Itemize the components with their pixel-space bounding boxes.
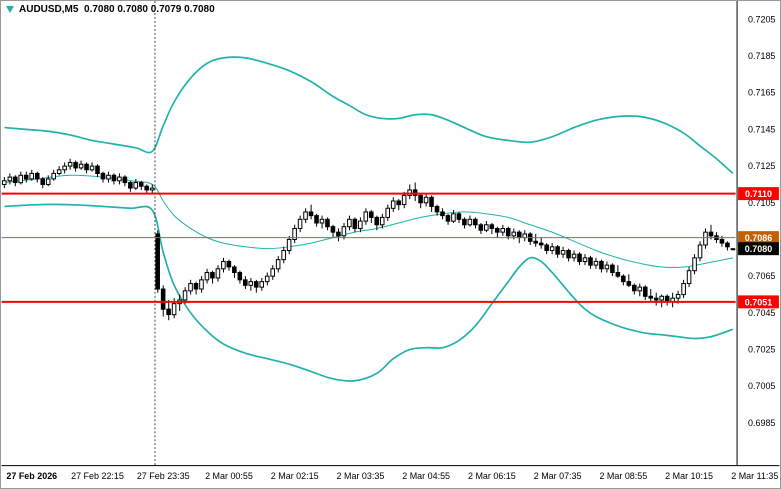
level-price-tag xyxy=(738,231,779,245)
svg-text:0.7145: 0.7145 xyxy=(748,124,775,134)
svg-text:27 Feb 22:15: 27 Feb 22:15 xyxy=(71,471,124,481)
svg-text:2 Mar 11:35: 2 Mar 11:35 xyxy=(731,471,778,481)
current-price-tag xyxy=(738,242,779,256)
svg-text:27 Feb 2026: 27 Feb 2026 xyxy=(6,471,57,481)
level-price-tag xyxy=(738,187,779,201)
svg-text:0.7185: 0.7185 xyxy=(748,51,775,61)
svg-text:2 Mar 02:15: 2 Mar 02:15 xyxy=(271,471,319,481)
svg-text:2 Mar 03:35: 2 Mar 03:35 xyxy=(337,471,385,481)
candlesticks xyxy=(1,158,736,321)
svg-text:0.7065: 0.7065 xyxy=(748,271,775,281)
chart-title: AUDUSD,M5 0.7080 0.7080 0.7079 0.7080 xyxy=(6,4,215,15)
price-tags: 0.7110 0.7086 0.7051 0.7080 xyxy=(738,187,779,309)
svg-text:0.7080: 0.7080 xyxy=(745,244,772,254)
svg-text:27 Feb 23:35: 27 Feb 23:35 xyxy=(137,471,190,481)
svg-text:0.7086: 0.7086 xyxy=(745,233,772,243)
svg-text:2 Mar 10:15: 2 Mar 10:15 xyxy=(665,471,713,481)
svg-text:0.7005: 0.7005 xyxy=(748,381,775,391)
svg-text:2 Mar 06:15: 2 Mar 06:15 xyxy=(468,471,516,481)
time-axis[interactable]: 27 Feb 2026 27 Feb 22:15 27 Feb 23:35 2 Mar… xyxy=(6,471,778,481)
svg-text:0.7165: 0.7165 xyxy=(748,88,775,98)
svg-text:0.7105: 0.7105 xyxy=(748,198,775,208)
svg-text:0.7025: 0.7025 xyxy=(748,345,775,355)
bollinger-upper-band xyxy=(4,56,734,175)
symbol-triangle-icon xyxy=(6,6,14,13)
svg-text:0.7051: 0.7051 xyxy=(745,297,772,307)
bollinger-lower-band xyxy=(4,203,734,382)
level-price-tag xyxy=(738,295,779,309)
svg-text:2 Mar 00:55: 2 Mar 00:55 xyxy=(205,471,253,481)
svg-text:0.6985: 0.6985 xyxy=(748,418,775,428)
bollinger-bands-indicator[interactable] xyxy=(4,56,734,382)
svg-text:2 Mar 07:35: 2 Mar 07:35 xyxy=(534,471,582,481)
svg-text:0.7045: 0.7045 xyxy=(748,308,775,318)
svg-text:0.7125: 0.7125 xyxy=(748,161,775,171)
svg-text:0.7110: 0.7110 xyxy=(745,189,772,199)
svg-text:2 Mar 04:55: 2 Mar 04:55 xyxy=(402,471,450,481)
chart-title-text: AUDUSD,M5 0.7080 0.7080 0.7079 0.7080 xyxy=(19,4,215,15)
bollinger-middle-band xyxy=(4,174,733,268)
svg-text:2 Mar 08:55: 2 Mar 08:55 xyxy=(599,471,647,481)
svg-text:0.7205: 0.7205 xyxy=(748,14,775,24)
horizontal-level-lines[interactable] xyxy=(1,192,736,303)
